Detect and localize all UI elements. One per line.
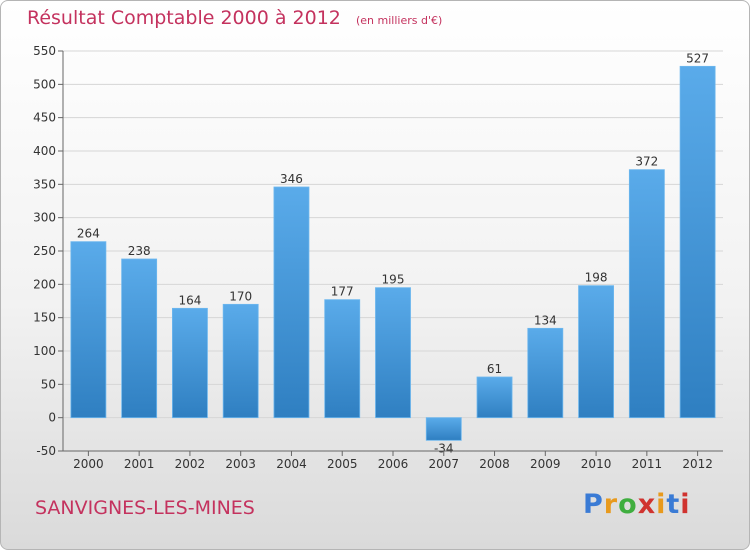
- data-label: -34: [434, 441, 454, 455]
- data-label: 195: [382, 273, 405, 287]
- bar-2006: [375, 287, 411, 419]
- x-tick-label: 2012: [682, 457, 713, 471]
- bar-2004: [273, 186, 310, 419]
- logo-letter: x: [637, 489, 657, 520]
- y-tick-label: 150: [33, 311, 56, 325]
- title-row: Résultat Comptable 2000 à 2012 (en milli…: [27, 7, 442, 29]
- bar-2008: [476, 376, 513, 419]
- logo-letter: t: [666, 489, 681, 520]
- y-tick-label: 450: [33, 111, 56, 125]
- bar-2000: [70, 241, 107, 419]
- data-label: 164: [178, 293, 201, 307]
- label-layer: 264 238 164 170 346 177 195 -34 61 134 198 372 527: [77, 51, 709, 455]
- axis-layer: -50 0 50 100 150 200 250 300 350 400 450 500 550 2000…: [33, 44, 723, 471]
- x-tick-label: 2007: [428, 457, 459, 471]
- place-name: SANVIGNES-LES-MINES: [35, 497, 255, 519]
- logo-letter: r: [603, 489, 619, 520]
- bar-2012: [679, 65, 716, 419]
- logo-letter: i: [656, 489, 667, 520]
- data-label: 177: [331, 285, 354, 299]
- bar-2003: [222, 303, 259, 419]
- y-tick-label: 350: [33, 177, 56, 191]
- x-tick-label: 2006: [378, 457, 409, 471]
- x-tick-label: 2011: [632, 457, 663, 471]
- bar-2009: [527, 327, 564, 419]
- y-tick-label: -50: [36, 444, 56, 458]
- bar-2001: [121, 258, 158, 419]
- data-label: 264: [77, 227, 100, 241]
- y-tick-label: 300: [33, 211, 56, 225]
- bar-layer: [70, 65, 716, 441]
- logo-letter: o: [618, 489, 638, 520]
- y-tick-label: 100: [33, 344, 56, 358]
- logo-letter: P: [583, 489, 604, 520]
- x-tick-label: 2004: [276, 457, 307, 471]
- data-label: 372: [635, 155, 658, 169]
- x-tick-label: 2009: [530, 457, 561, 471]
- x-tick-label: 2010: [581, 457, 612, 471]
- y-tick-label: 500: [33, 77, 56, 91]
- data-label: 238: [128, 244, 151, 258]
- bar-2011: [628, 169, 665, 419]
- data-label: 61: [487, 362, 502, 376]
- chart-subtitle: (en milliers d'€): [355, 14, 443, 27]
- data-label: 170: [229, 289, 252, 303]
- bar-2010: [578, 285, 614, 419]
- data-label: 527: [686, 51, 709, 65]
- bar-2007: [425, 417, 462, 441]
- bar-2002: [172, 307, 208, 419]
- y-tick-label: 0: [48, 411, 56, 425]
- y-tick-label: 200: [33, 277, 56, 291]
- y-tick-label: 50: [41, 377, 56, 391]
- chart-title: Résultat Comptable 2000 à 2012: [27, 7, 341, 29]
- x-tick-label: 2008: [479, 457, 510, 471]
- logo-letter: i: [680, 489, 691, 520]
- x-tick-label: 2001: [124, 457, 155, 471]
- proxiti-logo: Proxiti: [583, 489, 691, 520]
- x-tick-label: 2000: [73, 457, 104, 471]
- data-label: 134: [534, 313, 557, 327]
- y-tick-label: 400: [33, 144, 56, 158]
- y-tick-label: 550: [33, 44, 56, 58]
- bar-2005: [324, 299, 361, 419]
- data-label: 198: [585, 271, 608, 285]
- data-label: 346: [280, 172, 303, 186]
- x-tick-label: 2002: [175, 457, 206, 471]
- x-tick-label: 2005: [327, 457, 358, 471]
- x-tick-label: 2003: [225, 457, 256, 471]
- y-tick-label: 250: [33, 244, 56, 258]
